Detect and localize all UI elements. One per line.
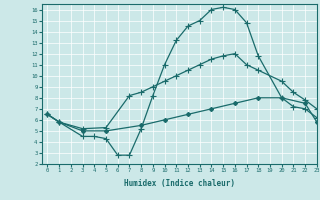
X-axis label: Humidex (Indice chaleur): Humidex (Indice chaleur) — [124, 179, 235, 188]
